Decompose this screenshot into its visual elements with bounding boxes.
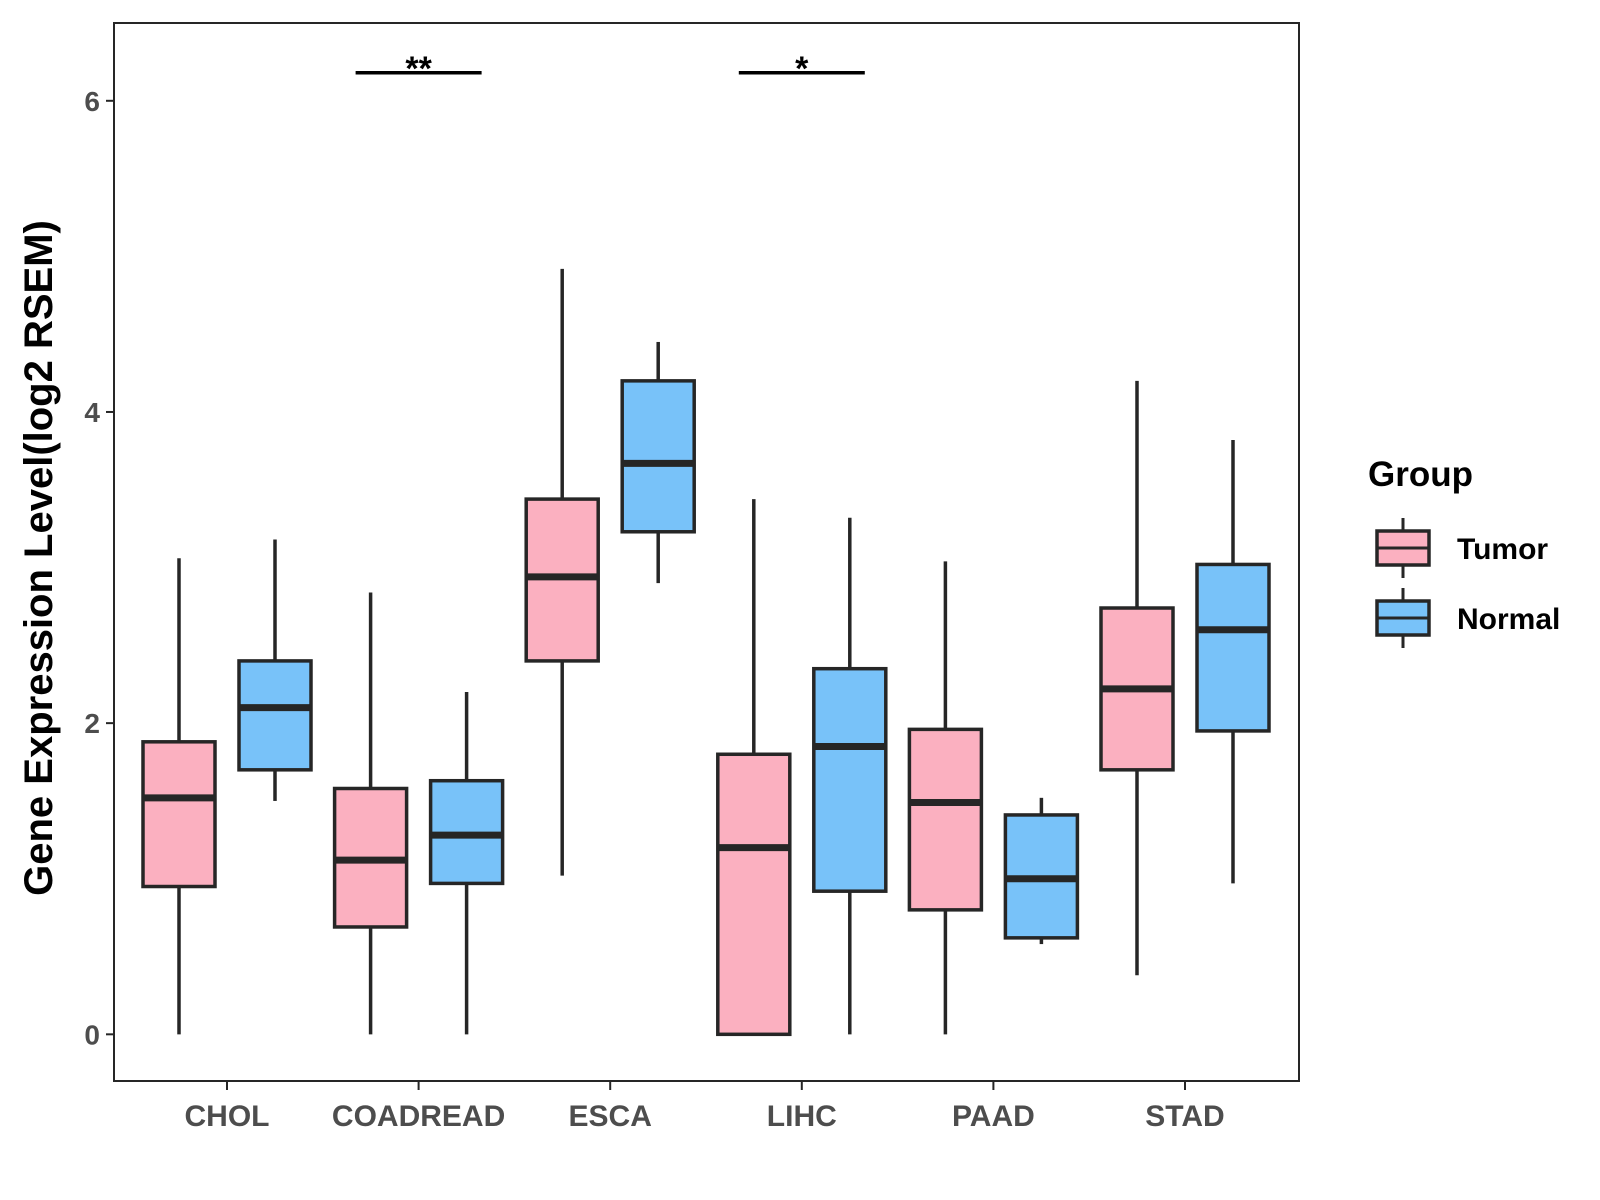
box-iqr — [812, 666, 888, 893]
legend-key-tumor — [1375, 518, 1431, 578]
boxes — [141, 268, 1271, 1037]
box-normal-coadread — [428, 692, 505, 1035]
legend-title: Group — [1368, 455, 1473, 494]
y-axis-label: Gene Expression Level(log2 RSEM) — [17, 220, 61, 896]
x-tick-label-lihc: LIHC — [767, 1100, 837, 1133]
y-tick-label: 0 — [84, 1019, 100, 1050]
x-tick-label-esca: ESCA — [569, 1100, 652, 1133]
y-tick-label: 6 — [84, 86, 100, 117]
box-iqr — [141, 740, 217, 889]
box-iqr — [620, 379, 696, 534]
box-tumor-coadread — [332, 592, 409, 1035]
significance-label: * — [795, 50, 809, 88]
significance-label: ** — [405, 50, 432, 88]
y-tick-label: 2 — [84, 708, 100, 739]
x-tick-label-paad: PAAD — [952, 1100, 1035, 1133]
box-tumor-lihc — [716, 499, 792, 1037]
box-iqr — [237, 659, 313, 772]
y-axis: 0 2 4 6 — [84, 86, 114, 1050]
box-normal-paad — [1003, 797, 1080, 945]
legend-label-tumor: Tumor — [1457, 533, 1548, 566]
x-tick-label-chol: CHOL — [185, 1100, 270, 1133]
x-axis: CHOL COADREAD ESCA LIHC PAAD STAD — [185, 1081, 1225, 1133]
legend-key-normal — [1375, 588, 1431, 648]
box-tumor-chol — [141, 558, 217, 1035]
plot-panel — [113, 22, 1300, 1082]
legend-label-normal: Normal — [1457, 603, 1560, 636]
box-normal-stad — [1195, 439, 1271, 884]
y-tick-label: 4 — [84, 397, 100, 428]
x-tick-label-stad: STAD — [1145, 1100, 1224, 1133]
x-tick-label-coadread: COADREAD — [332, 1100, 505, 1133]
box-tumor-paad — [907, 561, 984, 1035]
box-normal-chol — [237, 539, 313, 801]
box-tumor-stad — [1099, 380, 1175, 976]
box-iqr — [716, 752, 792, 1037]
box-tumor-esca — [524, 268, 600, 876]
box-normal-lihc — [812, 517, 888, 1035]
box-iqr — [907, 727, 984, 912]
panel-border — [113, 22, 1300, 1082]
significance-annotations: ** * — [355, 50, 865, 88]
box-iqr — [1195, 562, 1271, 733]
box-normal-esca — [620, 341, 696, 584]
legend: Group Tumor Normal — [1368, 455, 1560, 648]
